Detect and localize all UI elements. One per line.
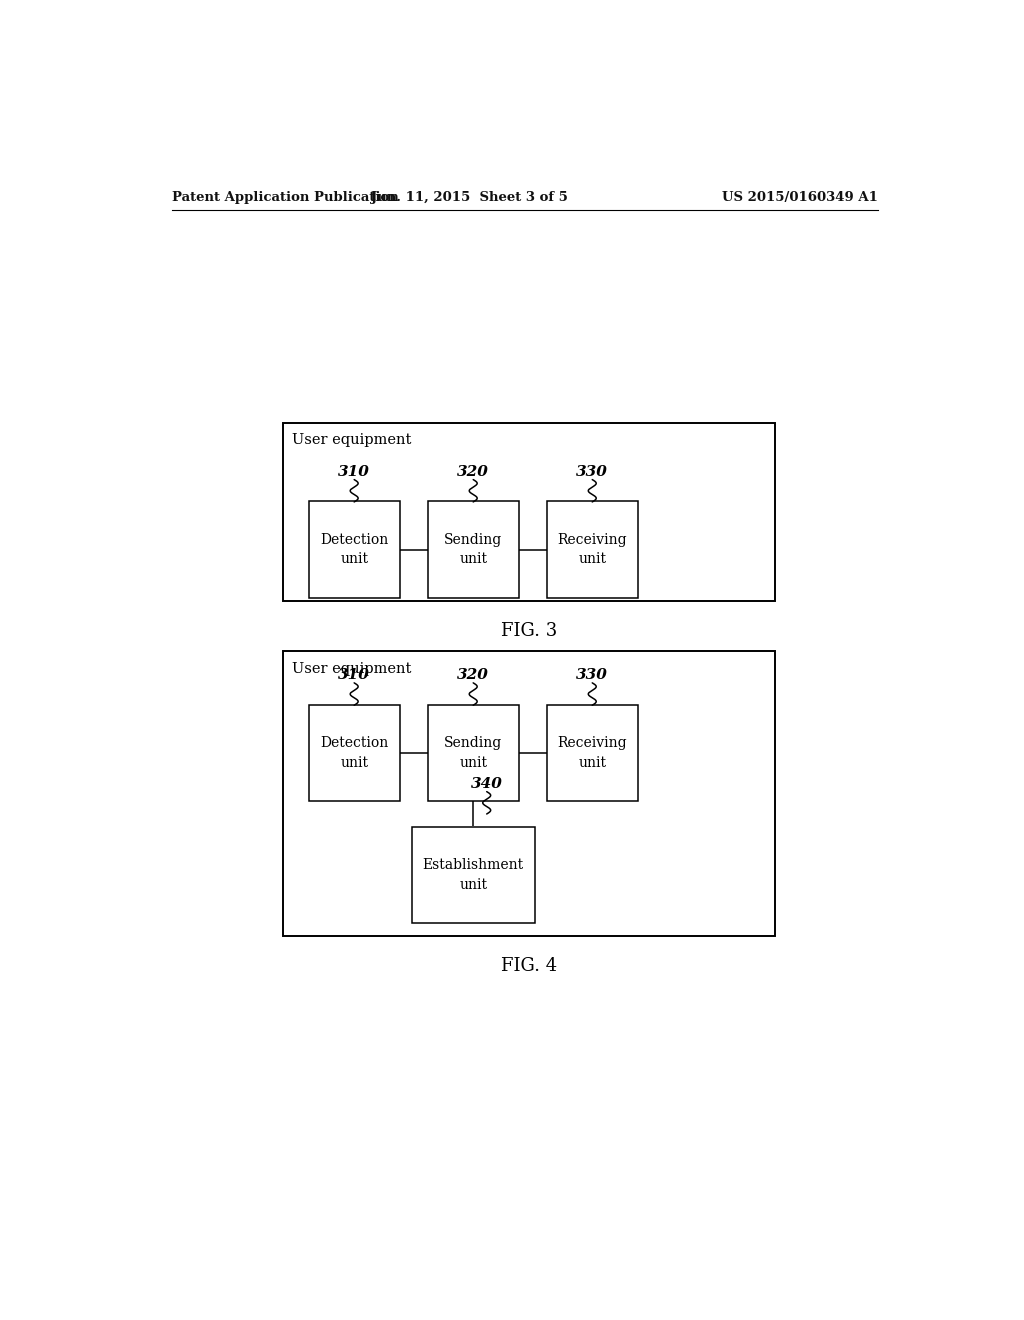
Text: Detection
unit: Detection unit [321, 737, 388, 770]
Bar [547, 502, 638, 598]
Bar [412, 826, 535, 923]
Bar [308, 705, 399, 801]
Text: Detection
unit: Detection unit [321, 533, 388, 566]
Text: 340: 340 [471, 776, 503, 791]
Text: 330: 330 [577, 668, 608, 682]
Bar [428, 705, 519, 801]
Text: Receiving
unit: Receiving unit [557, 737, 627, 770]
Text: User equipment: User equipment [292, 433, 412, 447]
Text: Sending
unit: Sending unit [444, 737, 503, 770]
Text: Establishment
unit: Establishment unit [423, 858, 524, 892]
Bar [283, 651, 775, 936]
Bar [428, 502, 519, 598]
Text: 320: 320 [458, 465, 489, 479]
Text: 330: 330 [577, 465, 608, 479]
Text: FIG. 4: FIG. 4 [501, 957, 557, 975]
Text: Patent Application Publication: Patent Application Publication [172, 190, 398, 203]
Bar [308, 502, 399, 598]
Text: FIG. 3: FIG. 3 [501, 622, 557, 640]
Text: Sending
unit: Sending unit [444, 533, 503, 566]
Text: US 2015/0160349 A1: US 2015/0160349 A1 [722, 190, 878, 203]
Text: 310: 310 [338, 465, 370, 479]
Bar [283, 422, 775, 601]
Text: Receiving
unit: Receiving unit [557, 533, 627, 566]
Bar [547, 705, 638, 801]
Text: 310: 310 [338, 668, 370, 682]
Text: 320: 320 [458, 668, 489, 682]
Text: User equipment: User equipment [292, 661, 412, 676]
Text: Jun. 11, 2015  Sheet 3 of 5: Jun. 11, 2015 Sheet 3 of 5 [371, 190, 567, 203]
